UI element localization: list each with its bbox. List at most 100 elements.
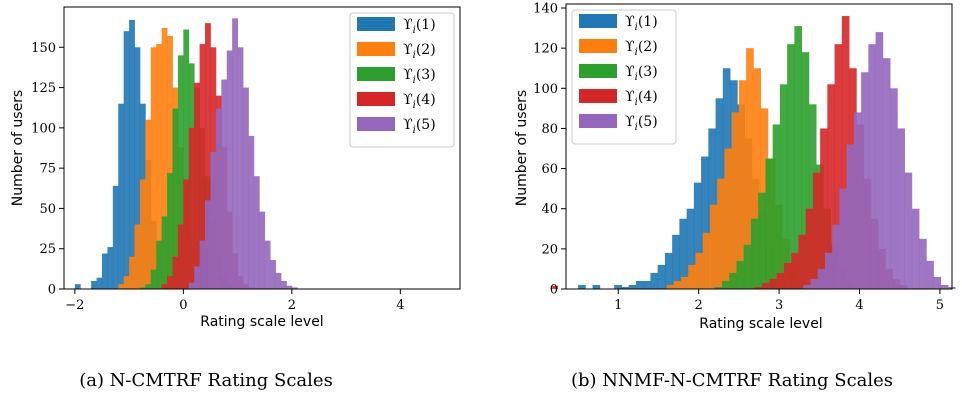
hist-bar-a-s3-1 bbox=[145, 284, 152, 289]
hist-bar-a-s2-9 bbox=[167, 36, 173, 290]
hist-bar-a-s5-9 bbox=[237, 47, 244, 289]
hist-bar-b-s2-8 bbox=[724, 148, 733, 289]
hist-bar-a-s2-0 bbox=[118, 284, 125, 289]
hist-bar-b-s4-2 bbox=[769, 278, 778, 289]
hist-bar-b-s5-1 bbox=[810, 278, 819, 289]
hist-bar-a-s5-16 bbox=[275, 272, 282, 289]
legend-label-a-1: ϒi(1) bbox=[403, 17, 436, 36]
hist-bar-b-s4-1 bbox=[762, 282, 770, 289]
legend-swatch-b-5 bbox=[579, 114, 617, 128]
panel-b-xlabel: Rating scale level bbox=[699, 316, 822, 332]
hist-bar-b-s1-5 bbox=[614, 284, 622, 289]
x-tick-label-b-1: 1 bbox=[614, 298, 622, 313]
hist-bar-a-s5-17 bbox=[280, 280, 287, 289]
y-tick-label-b-120: 120 bbox=[533, 42, 558, 57]
hist-bar-a-s3-5 bbox=[167, 172, 173, 289]
hist-bar-b-s5-3 bbox=[824, 252, 833, 289]
y-tick-label-b-0: 0 bbox=[550, 283, 558, 298]
y-tick-label-a-75: 75 bbox=[39, 162, 56, 177]
hist-bar-b-s3-9 bbox=[779, 84, 788, 289]
hist-bar-a-s5-12 bbox=[253, 176, 260, 289]
legend-label-b-4: ϒi(4) bbox=[625, 89, 658, 108]
hist-bar-b-s5-14 bbox=[904, 172, 913, 289]
hist-bar-a-s5-1 bbox=[194, 266, 201, 289]
hist-bar-a-s1-10 bbox=[129, 19, 135, 289]
x-tick-label-a-2: 2 bbox=[288, 298, 296, 313]
hist-bar-a-s5-7 bbox=[226, 50, 233, 290]
hist-bar-b-s3-1 bbox=[722, 280, 730, 289]
hist-bar-b-s4-3 bbox=[776, 272, 785, 289]
hist-bar-b-s5-17 bbox=[926, 260, 934, 289]
hist-bar-b-s3-0 bbox=[714, 286, 723, 289]
hist-bar-b-s1-7 bbox=[628, 284, 637, 289]
legend-label-b-5: ϒi(5) bbox=[625, 114, 658, 133]
hist-bar-b-s5-0 bbox=[803, 284, 811, 289]
hist-bar-a-s4-3 bbox=[177, 224, 184, 289]
hist-bar-b-s1-9 bbox=[643, 280, 651, 289]
hist-bar-b-s1-15 bbox=[686, 208, 695, 289]
hist-bar-a-s2-1 bbox=[123, 276, 130, 289]
hist-bar-b-s4-11 bbox=[834, 44, 843, 289]
hist-bar-a-s4-5 bbox=[188, 127, 195, 289]
panel-b-axes-frame bbox=[565, 3, 953, 290]
hist-bar-b-s2-4 bbox=[695, 252, 704, 289]
panel-b-ticks: 1 2 3 4 5 0 20 40 60 80 100 120 140 bbox=[533, 2, 944, 313]
x-tick-label-b-2: 2 bbox=[695, 298, 703, 313]
hist-bar-b-s1-13 bbox=[672, 234, 680, 289]
hist-bar-b-s3-12 bbox=[801, 52, 810, 289]
hist-bar-b-s1-10 bbox=[650, 272, 659, 289]
hist-bar-a-s1-4 bbox=[96, 277, 103, 289]
x-tick-label-b-4: 4 bbox=[855, 298, 863, 313]
hist-bar-a-s1-7 bbox=[112, 185, 119, 289]
hist-bar-a-s5-14 bbox=[264, 240, 271, 289]
hist-bar-b-s3-8 bbox=[772, 124, 781, 289]
hist-bar-a-s5-13 bbox=[259, 211, 266, 289]
hist-bar-b-s2-3 bbox=[688, 264, 696, 289]
hist-bar-a-s1-0 bbox=[74, 284, 81, 289]
panel-a-bars bbox=[74, 18, 672, 290]
hist-bar-a-s2-7 bbox=[156, 44, 163, 290]
hist-bar-a-s5-0 bbox=[188, 282, 195, 289]
hist-bar-b-s5-10 bbox=[875, 32, 884, 289]
hist-bar-b-s1-11 bbox=[657, 264, 666, 289]
legend-swatch-a-2 bbox=[357, 42, 395, 56]
hist-bar-b-s2-0 bbox=[666, 284, 675, 289]
legend-label-a-2: ϒi(2) bbox=[403, 42, 436, 61]
panel-b: 1 2 3 4 5 0 20 40 60 80 100 120 140 Rating scale lev… bbox=[514, 2, 956, 391]
legend-swatch-a-4 bbox=[357, 92, 395, 106]
hist-bar-a-s5-19 bbox=[291, 287, 298, 289]
hist-bar-a-s2-6 bbox=[150, 47, 157, 289]
hist-bar-b-s3-5 bbox=[750, 218, 759, 289]
x-tick-label-b-3: 3 bbox=[775, 298, 783, 313]
hist-bar-b-s5-7 bbox=[853, 112, 862, 289]
hist-bar-b-s1-2 bbox=[592, 284, 601, 289]
y-tick-label-a-125: 125 bbox=[31, 81, 56, 96]
hist-bar-a-s5-10 bbox=[243, 87, 249, 289]
panel-a-legend: ϒi(1) ϒi(2) ϒi(3) ϒi(4) ϒi(5) bbox=[349, 12, 455, 148]
legend-swatch-b-3 bbox=[579, 64, 617, 78]
panel-b-caption: (b) NNMF-N-CMTRF Rating Scales bbox=[571, 370, 893, 391]
hist-bar-a-s2-5 bbox=[145, 119, 152, 289]
hist-bar-b-s5-19 bbox=[940, 284, 949, 289]
hist-bar-a-s5-15 bbox=[270, 259, 276, 289]
hist-bar-a-s2-8 bbox=[161, 27, 168, 289]
hist-bar-b-s3-7 bbox=[765, 158, 774, 289]
hist-bar-a-s3-4 bbox=[161, 216, 168, 289]
hist-bar-a-s5-2 bbox=[199, 240, 206, 289]
y-tick-label-b-20: 20 bbox=[541, 242, 558, 257]
legend-swatch-b-1 bbox=[579, 14, 617, 28]
hist-bar-b-s5-18 bbox=[933, 276, 942, 289]
hist-bar-b-s3-3 bbox=[736, 260, 745, 289]
y-tick-label-b-140: 140 bbox=[533, 2, 558, 17]
hist-bar-b-s5-9 bbox=[868, 44, 877, 289]
hist-bar-a-s3-0 bbox=[139, 287, 146, 289]
y-tick-label-b-80: 80 bbox=[541, 122, 558, 137]
hist-bar-b-s2-6 bbox=[709, 204, 718, 289]
hist-bar-b-s3-13 bbox=[808, 104, 817, 289]
hist-bar-a-s4-72 bbox=[552, 285, 559, 289]
legend-label-b-3: ϒi(3) bbox=[625, 64, 658, 83]
hist-bar-b-s5-8 bbox=[861, 72, 869, 290]
legend-swatch-a-3 bbox=[357, 67, 395, 81]
hist-bar-a-s4-4 bbox=[183, 179, 190, 289]
y-tick-label-a-100: 100 bbox=[31, 121, 56, 136]
